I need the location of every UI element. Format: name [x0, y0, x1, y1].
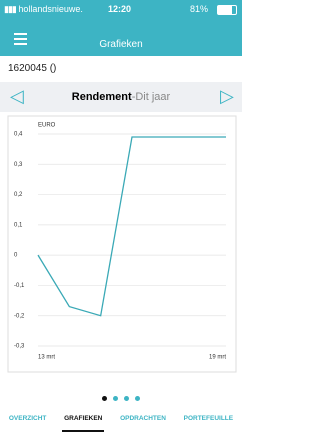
x-tick-label: 13 mrt: [38, 355, 55, 361]
y-tick-label: 0,4: [14, 132, 23, 138]
tab-bar: OVERZICHT GRAFIEKEN OPDRACHTEN PORTEFEUILLE: [0, 412, 242, 432]
page-dot[interactable]: [102, 396, 107, 401]
y-tick-label: -0,3: [14, 344, 25, 350]
page-dot[interactable]: [135, 396, 140, 401]
tab[interactable]: OVERZICHT: [7, 412, 49, 432]
y-tick-label: -0,2: [14, 313, 25, 319]
y-tick-label: 0,2: [14, 192, 23, 198]
screen: ▮▮▮ hollandsnieuwe. 12:20 81% Grafieken …: [0, 0, 242, 436]
y-tick-label: -0,1: [14, 283, 25, 289]
page-dot[interactable]: [113, 396, 118, 401]
y-axis-label: EURO: [38, 123, 56, 129]
chart-card: [8, 116, 236, 372]
tab[interactable]: PORTEFEUILLE: [182, 412, 235, 432]
tab[interactable]: OPDRACHTEN: [118, 412, 168, 432]
tab[interactable]: GRAFIEKEN: [62, 412, 104, 432]
y-tick-label: 0,1: [14, 222, 23, 228]
y-tick-label: 0,3: [14, 162, 23, 168]
page-dot[interactable]: [124, 396, 129, 401]
page-dots: [0, 388, 242, 406]
x-tick-label: 19 mrt: [209, 355, 226, 361]
